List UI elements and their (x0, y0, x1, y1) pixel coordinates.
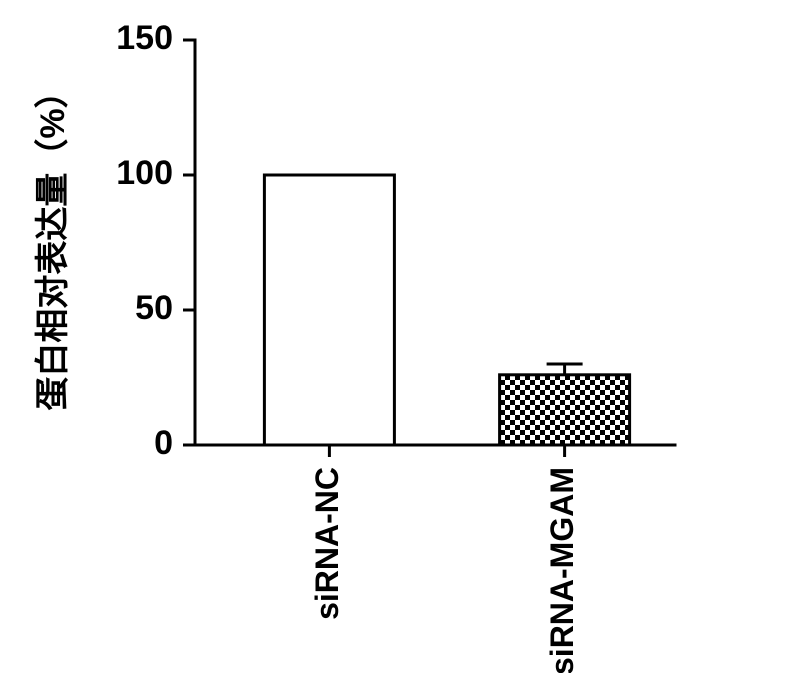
ylabel-group: 蛋白相对表达量（%） (33, 74, 72, 410)
xlabels-group: siRNA-NC siRNA-MGAM (309, 467, 580, 673)
xlabel-siRNA-MGAM: siRNA-MGAM (544, 467, 580, 673)
bars-group (264, 175, 629, 445)
ytick-label: 0 (154, 424, 173, 462)
ytick-labels: 0 50 100 150 (116, 19, 173, 462)
bar-siRNA-MGAM (500, 375, 630, 445)
y-axis-label: 蛋白相对表达量（%） (33, 74, 72, 410)
error-bars-group (547, 364, 583, 375)
xlabel-siRNA-NC: siRNA-NC (309, 467, 345, 620)
ytick-label: 50 (135, 289, 173, 327)
protein-expression-bar-chart: 0 50 100 150 siRNA-NC siRNA-MGAM 蛋白相对表达量（%） (0, 0, 804, 673)
bar-siRNA-NC (264, 175, 394, 445)
ytick-label: 150 (116, 19, 173, 57)
chart-svg: 0 50 100 150 siRNA-NC siRNA-MGAM 蛋白相对表达量（%） (0, 0, 804, 673)
ytick-label: 100 (116, 154, 173, 192)
